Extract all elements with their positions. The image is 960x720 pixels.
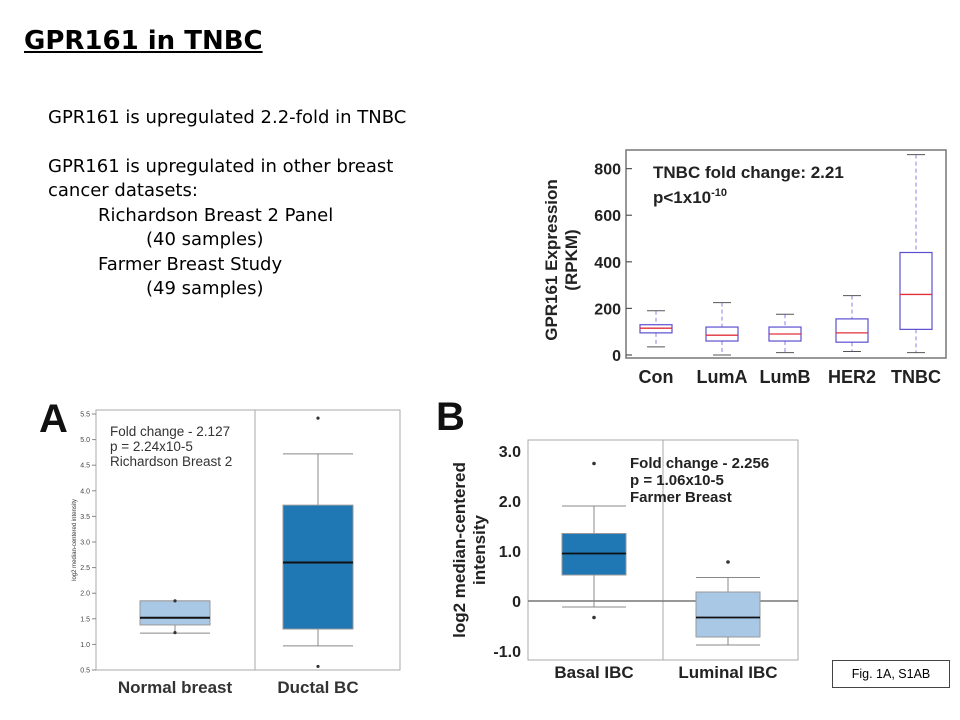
chartA-ytick-label: 4.0 — [80, 488, 90, 495]
chart1-box-luma — [705, 326, 739, 342]
chart1-ylabel-line1: GPR161 Expression — [542, 179, 561, 341]
chartA-ytick-label: 2.5 — [80, 565, 90, 572]
chartB-annotation-line: Fold change - 2.256 — [630, 455, 769, 472]
chartA-ylabel: log2 median-centered intensity — [72, 499, 78, 581]
chartA-outlier-point — [173, 599, 177, 603]
body-text: GPR161 is upregulated 2.2-fold in TNBC G… — [48, 106, 468, 302]
chartA-ytick-label: 5.0 — [80, 437, 90, 444]
chart1-category-label: LumB — [760, 367, 811, 387]
chart1-ylabel-line2: (RPKM) — [562, 229, 581, 290]
tnbc-expression-chart: GPR161 Expression (RPKM) TNBC fold chang… — [535, 140, 955, 390]
chart-b-farmer: B log2 median-centered intensity Fold ch… — [433, 390, 805, 690]
chart1-box-her2 — [835, 318, 869, 343]
chart1-category-label: TNBC — [891, 367, 941, 387]
chartB-ytick-label: 3.0 — [499, 444, 521, 461]
chartB-ylabel-line1: log2 median-centered — [450, 462, 469, 638]
chart1-annotation-line1: TNBC fold change: 2.21 — [653, 163, 844, 182]
chartA-ytick-label: 3.0 — [80, 540, 90, 547]
chartB-category-label: Basal IBC — [554, 663, 633, 682]
chart1-plot-frame — [625, 149, 947, 359]
chartA-ytick-label: 4.5 — [80, 463, 90, 470]
chart1-ytick-label: 200 — [594, 301, 621, 318]
chartA-annotation-line: p = 2.24x10-5 — [110, 439, 193, 454]
chartA-box — [139, 600, 211, 626]
chart1-box-tnbc — [899, 251, 933, 330]
body-line-datasets-a: GPR161 is upregulated in other breast — [48, 155, 394, 177]
panel-a-letter: A — [39, 397, 68, 441]
chartA-category-label: Ductal BC — [277, 678, 358, 697]
panel-b-letter: B — [436, 395, 465, 439]
chart1-ytick-label: 600 — [594, 208, 621, 225]
dataset1-samples: (40 samples) — [146, 229, 264, 250]
chart1-ytick-label: 800 — [594, 162, 621, 179]
chart-a-richardson: A log2 median-centered intensity Fold ch… — [30, 388, 410, 702]
body-line-datasets-b: cancer datasets: — [48, 180, 198, 201]
chartB-annotation-line: Farmer Breast — [630, 489, 732, 506]
chartA-outlier-point — [316, 664, 320, 669]
chartA-outlier-point — [316, 416, 320, 420]
chart1-ytick-label: 400 — [594, 255, 621, 272]
figure-reference: Fig. 1A, S1AB — [832, 660, 950, 688]
chartB-outlier-point — [592, 461, 596, 466]
chartA-box — [282, 504, 354, 630]
chartB-ytick-label: 2.0 — [499, 494, 521, 511]
chartA-ytick-label: 0.5 — [80, 668, 90, 675]
chartA-ytick-label: 2.0 — [80, 591, 90, 598]
body-line-fold: GPR161 is upregulated 2.2-fold in TNBC — [48, 107, 407, 128]
slide-title: GPR161 in TNBC — [24, 26, 263, 56]
dataset1-name: Richardson Breast 2 Panel — [98, 204, 334, 226]
dataset2-name: Farmer Breast Study — [98, 253, 283, 275]
chartA-plot-frame — [95, 409, 401, 671]
chart1-category-label: Con — [639, 367, 674, 387]
chartB-ytick-label: -1.0 — [493, 644, 521, 661]
chartA-category-label: Normal breast — [118, 678, 233, 697]
chartB-category-label: Luminal IBC — [678, 663, 777, 682]
chartA-annotation-line: Richardson Breast 2 — [110, 454, 232, 469]
dataset2-samples: (49 samples) — [146, 278, 264, 299]
chartA-outlier-point — [173, 631, 177, 635]
chartB-ytick-label: 1.0 — [499, 544, 521, 561]
chartB-outlier-point — [726, 560, 730, 564]
chartB-outlier-point — [592, 615, 596, 620]
chartA-ytick-label: 3.5 — [80, 514, 90, 521]
chartA-ytick-label: 1.5 — [80, 616, 90, 623]
chartA-annotation-line: Fold change - 2.127 — [110, 424, 230, 439]
chartB-ytick-label: 0 — [512, 594, 521, 611]
chart1-category-label: HER2 — [828, 367, 876, 387]
chart1-category-label: LumA — [697, 367, 748, 387]
chartA-ytick-label: 5.5 — [80, 412, 90, 419]
chartB-box — [695, 591, 761, 638]
chartA-ytick-label: 1.0 — [80, 642, 90, 649]
chart1-ytick-label: 0 — [612, 348, 621, 365]
chart1-annotation-p: p<1x10-10 — [653, 187, 727, 207]
chartB-annotation-line: p = 1.06x10-5 — [630, 472, 724, 489]
chartB-ylabel-line2: intensity — [470, 515, 489, 585]
